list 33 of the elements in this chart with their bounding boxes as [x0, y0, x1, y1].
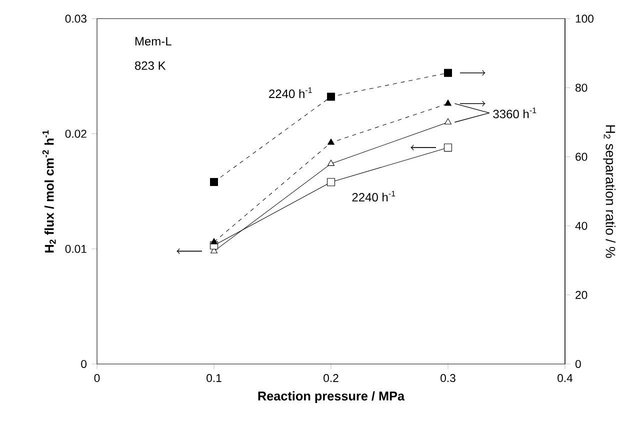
x-tick-label: 0.4 [558, 374, 573, 382]
y2-tick-label: 20 [576, 290, 588, 299]
x-tick-label: 0 [94, 374, 100, 382]
annotation: Mem-L [135, 37, 172, 46]
y2-tick-label: 100 [576, 14, 594, 23]
point [327, 92, 336, 101]
y-axis-title: H$_{2}$ flux / mol cm$^{-2}$ h$^{-1}$ [42, 130, 56, 252]
point [210, 178, 218, 186]
series-label: 2240 h$^{-1}$ [269, 87, 312, 98]
y2-tick-label: 0 [575, 360, 581, 368]
point [444, 68, 452, 77]
x-axis-title: Reaction pressure / MPa [258, 391, 405, 404]
annotation: 823 K [135, 61, 166, 70]
x-tick-label: 0.2 [324, 374, 338, 382]
x-tick-label: 0.1 [206, 374, 222, 382]
y-tick-label: 0.01 [65, 244, 86, 253]
point [444, 118, 452, 124]
y-tick-label: 0.02 [65, 130, 86, 138]
y2-axis-title: H$_{2}$ separation ratio / % [603, 125, 616, 258]
point [210, 238, 218, 244]
y-tick-label: 0.03 [65, 14, 86, 23]
point [327, 178, 336, 186]
y2-tick-label: 40 [575, 222, 588, 230]
point [444, 144, 452, 152]
point [444, 100, 452, 106]
y-tick-label: 0 [81, 360, 87, 368]
point [328, 138, 335, 145]
y2-tick-label: 60 [576, 152, 588, 161]
x-tick-label: 0.3 [440, 374, 456, 382]
series-label: 2240 h$^{-1}$ [352, 190, 396, 202]
point [327, 160, 335, 166]
annotation: 3360 h$^{-1}$ [493, 108, 536, 118]
y2-tick-label: 80 [576, 84, 588, 92]
